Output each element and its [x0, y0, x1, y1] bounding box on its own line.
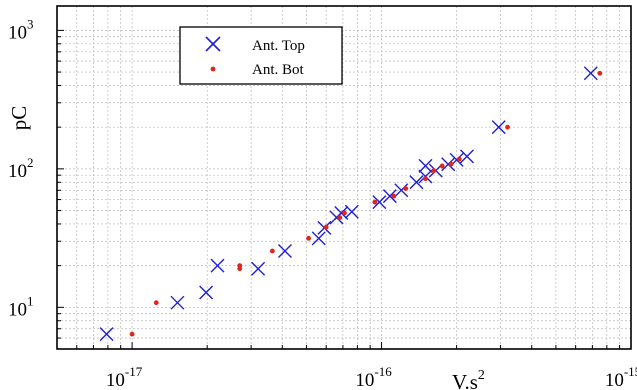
marker-stroke — [329, 210, 344, 225]
data-point-dot-marker — [439, 163, 445, 169]
marker-stroke — [344, 204, 359, 219]
data-point-x-marker — [409, 175, 424, 190]
data-point-x-marker — [441, 157, 456, 172]
x-tick-label: 10-16 — [355, 364, 392, 390]
legend-box — [179, 26, 343, 85]
data-point-x-marker — [583, 66, 598, 81]
data-point-dot-marker — [129, 331, 135, 337]
data-point-x-marker — [372, 195, 387, 210]
data-point-dot-marker — [456, 156, 462, 162]
data-point-dot-marker — [423, 176, 428, 182]
marker-stroke — [441, 157, 456, 172]
data-point-dot-marker — [597, 70, 603, 76]
data-point-x-marker — [210, 258, 225, 273]
data-point-x-marker — [329, 210, 344, 225]
data-point-x-marker — [394, 183, 409, 198]
legend-label-ant-bot: Ant. Bot — [252, 62, 305, 78]
x-tick-label: 10-17 — [106, 364, 143, 390]
data-point-x-marker — [491, 120, 506, 135]
data-point-x-marker — [418, 158, 433, 173]
data-point-dot-marker — [153, 300, 159, 306]
marker-stroke — [418, 158, 433, 173]
x-axis-label-base: V.s — [452, 370, 478, 390]
x-axis-label-exponent: 2 — [478, 368, 485, 383]
y-tick-label: 102 — [8, 155, 34, 182]
legend: Ant. Top Ant. Bot — [179, 26, 343, 85]
data-point-x-marker — [99, 327, 114, 342]
series-ant-bot — [129, 70, 603, 337]
x-tick-label: 10-15 — [605, 364, 637, 390]
data-point-x-marker — [459, 149, 474, 164]
x-axis-label: V.s2 — [452, 368, 485, 390]
legend-marker-x — [205, 36, 221, 52]
plot-frame — [56, 5, 632, 350]
marker-stroke — [372, 195, 387, 210]
y-axis-label: pC — [7, 106, 31, 131]
data-point-dot-marker — [306, 235, 311, 241]
data-point-dot-marker — [505, 124, 510, 130]
marker-stroke — [409, 175, 424, 190]
data-point-dot-marker — [337, 215, 343, 220]
marker-stroke — [99, 327, 114, 342]
marker-stroke — [199, 285, 214, 300]
data-series — [99, 66, 603, 342]
data-point-dot-marker — [372, 199, 378, 205]
marker-stroke — [491, 120, 506, 135]
data-point-x-marker — [311, 231, 326, 246]
grid — [56, 6, 632, 350]
data-point-dot-marker — [448, 161, 454, 167]
data-point-x-marker — [277, 244, 292, 259]
y-tick-label: 103 — [8, 16, 34, 43]
data-point-x-marker — [382, 189, 397, 204]
marker-stroke — [459, 149, 474, 164]
axis-ticks — [56, 29, 632, 350]
legend-label-ant-top: Ant. Top — [252, 38, 305, 54]
data-point-dot-marker — [323, 224, 329, 230]
legend-marker-dot — [210, 66, 216, 72]
marker-stroke — [170, 295, 185, 310]
data-point-dot-marker — [391, 193, 397, 199]
marker-stroke — [394, 183, 409, 198]
data-point-dot-marker — [431, 168, 437, 174]
marker-stroke — [583, 66, 598, 81]
y-tick-label: 101 — [8, 293, 34, 320]
data-point-dot-marker — [403, 186, 409, 192]
tick-labels: 10-17 10-16 10-15 101 102 103 — [8, 16, 637, 390]
data-point-dot-marker — [269, 248, 275, 254]
data-point-dot-marker — [342, 210, 347, 216]
series-ant-top — [99, 66, 598, 342]
legend-item-ant-bot: Ant. Bot — [210, 62, 305, 78]
legend-item-ant-top: Ant. Top — [205, 36, 305, 54]
marker-stroke — [277, 244, 292, 259]
data-point-x-marker — [170, 295, 185, 310]
data-point-x-marker — [251, 261, 266, 276]
data-point-x-marker — [199, 285, 214, 300]
marker-stroke — [251, 261, 266, 276]
data-point-x-marker — [344, 204, 359, 219]
marker-stroke — [210, 258, 225, 273]
marker-stroke — [311, 231, 326, 246]
marker-stroke — [382, 189, 397, 204]
data-point-dot-marker — [237, 263, 243, 269]
